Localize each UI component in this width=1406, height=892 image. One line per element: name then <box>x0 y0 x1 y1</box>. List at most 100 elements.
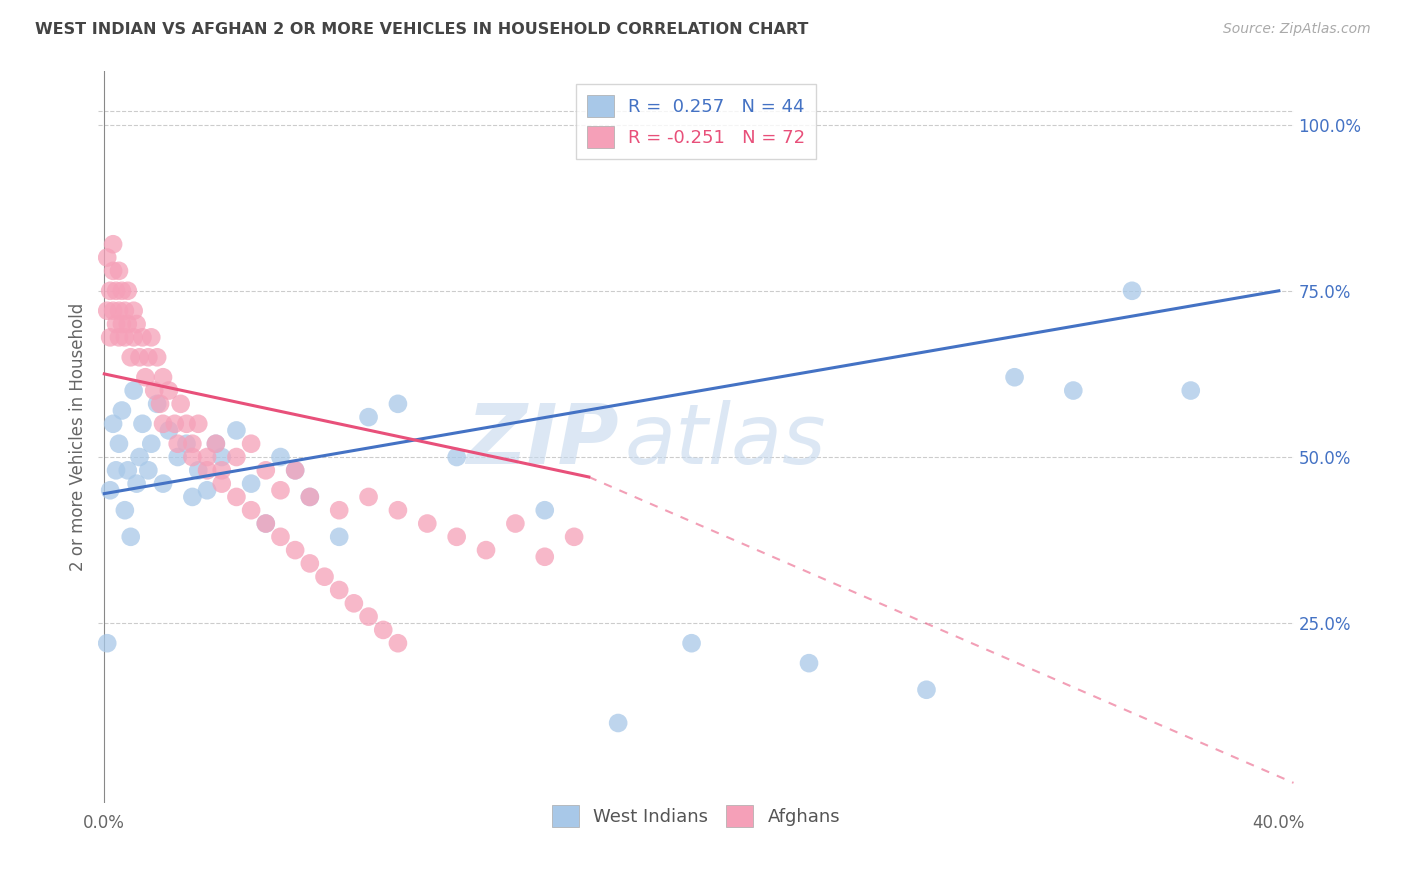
Point <box>1180 384 1202 398</box>
Point <box>181 436 204 450</box>
Point <box>120 351 142 365</box>
Point <box>298 490 321 504</box>
Point <box>416 516 439 531</box>
Point <box>187 417 209 431</box>
Point <box>143 384 166 398</box>
Point <box>195 483 218 498</box>
Point <box>284 463 307 477</box>
Point <box>269 483 291 498</box>
Point <box>269 530 291 544</box>
Point <box>533 549 555 564</box>
Point <box>328 530 350 544</box>
Point <box>146 351 169 365</box>
Point <box>298 490 321 504</box>
Point <box>181 490 204 504</box>
Point <box>225 424 247 438</box>
Point <box>105 284 128 298</box>
Point <box>475 543 498 558</box>
Point <box>205 436 228 450</box>
Point <box>120 530 142 544</box>
Point <box>131 330 153 344</box>
Text: atlas: atlas <box>624 401 825 482</box>
Point <box>681 636 703 650</box>
Point <box>101 264 124 278</box>
Point <box>105 317 128 331</box>
Text: ZIP: ZIP <box>465 401 619 482</box>
Point <box>152 476 174 491</box>
Point <box>240 503 263 517</box>
Point <box>96 636 118 650</box>
Point <box>1121 284 1143 298</box>
Point <box>797 656 820 670</box>
Point <box>387 636 409 650</box>
Point <box>387 503 409 517</box>
Point <box>101 237 124 252</box>
Point <box>157 384 180 398</box>
Point <box>141 330 163 344</box>
Point <box>101 303 124 318</box>
Point <box>131 417 153 431</box>
Point <box>105 463 128 477</box>
Point <box>195 450 218 464</box>
Point <box>915 682 938 697</box>
Point <box>505 516 527 531</box>
Point <box>211 476 233 491</box>
Point <box>98 284 121 298</box>
Point <box>166 436 188 450</box>
Point <box>101 417 124 431</box>
Point <box>96 303 118 318</box>
Point <box>134 370 156 384</box>
Point <box>284 463 307 477</box>
Point <box>298 557 321 571</box>
Point <box>163 417 186 431</box>
Point <box>114 330 136 344</box>
Point <box>114 503 136 517</box>
Point <box>1004 370 1026 384</box>
Point <box>152 417 174 431</box>
Point <box>284 543 307 558</box>
Point <box>446 530 468 544</box>
Point <box>533 503 555 517</box>
Point <box>108 264 131 278</box>
Point <box>117 284 139 298</box>
Point <box>98 483 121 498</box>
Point <box>122 330 145 344</box>
Point <box>98 330 121 344</box>
Point <box>254 463 277 477</box>
Point <box>166 450 188 464</box>
Point <box>211 450 233 464</box>
Point <box>195 463 218 477</box>
Point <box>111 317 134 331</box>
Point <box>607 716 630 731</box>
Point <box>225 450 247 464</box>
Point <box>240 436 263 450</box>
Point <box>328 582 350 597</box>
Point <box>128 351 150 365</box>
Point <box>117 317 139 331</box>
Point <box>117 463 139 477</box>
Point <box>181 450 204 464</box>
Point <box>125 476 148 491</box>
Point <box>128 450 150 464</box>
Point <box>373 623 395 637</box>
Point <box>225 490 247 504</box>
Point <box>357 609 380 624</box>
Point <box>254 516 277 531</box>
Point <box>176 417 198 431</box>
Point <box>169 397 191 411</box>
Point <box>343 596 366 610</box>
Point <box>446 450 468 464</box>
Point <box>108 436 131 450</box>
Point <box>240 476 263 491</box>
Point <box>138 351 160 365</box>
Point <box>157 424 180 438</box>
Point <box>125 317 148 331</box>
Point <box>357 410 380 425</box>
Point <box>138 463 160 477</box>
Point <box>314 570 336 584</box>
Y-axis label: 2 or more Vehicles in Household: 2 or more Vehicles in Household <box>69 303 87 571</box>
Point <box>96 251 118 265</box>
Legend: West Indians, Afghans: West Indians, Afghans <box>544 797 848 834</box>
Point <box>141 436 163 450</box>
Point <box>111 284 134 298</box>
